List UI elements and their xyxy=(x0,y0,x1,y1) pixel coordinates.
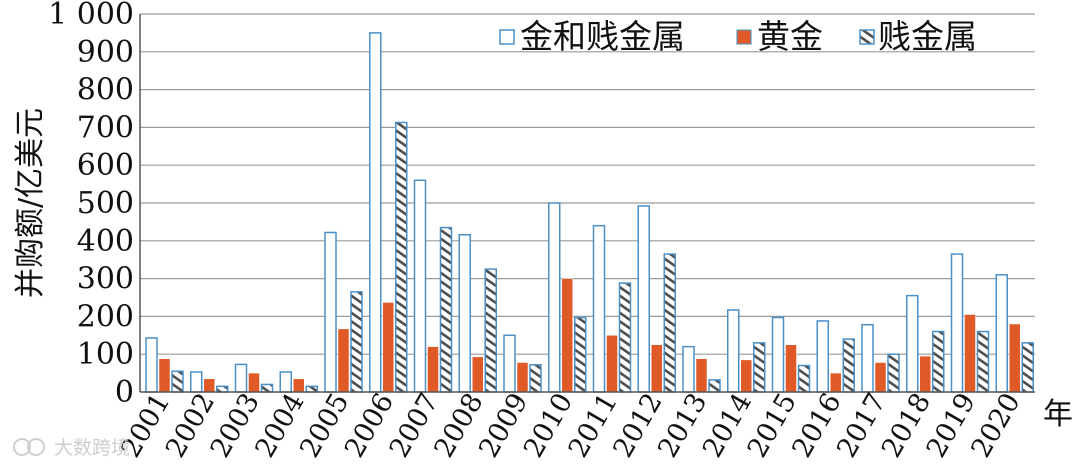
x-axis-unit-label: 年 xyxy=(1043,397,1073,432)
bar-base-metal xyxy=(708,379,721,393)
y-tick-label: 600 xyxy=(77,148,134,183)
bar-gold xyxy=(874,362,887,393)
bar-gold xyxy=(561,278,573,393)
bar-base-metal xyxy=(842,338,855,393)
bar-gold xyxy=(606,335,618,393)
bar-total xyxy=(771,316,785,393)
bar-gold xyxy=(472,356,484,393)
bar-base-metal xyxy=(753,342,766,393)
bar-gold xyxy=(382,302,394,393)
bars xyxy=(145,32,1034,393)
bar-base-metal xyxy=(529,364,542,393)
bar-total xyxy=(548,202,561,393)
bar-gold xyxy=(427,346,439,393)
bar-gold xyxy=(203,378,215,393)
y-tick-label: 0 xyxy=(115,375,134,410)
legend: 金和贱金属 黄金 贱金属 xyxy=(499,17,977,56)
bar-base-metal xyxy=(260,383,274,393)
y-tick-label: 300 xyxy=(77,262,134,297)
bar-base-metal xyxy=(395,121,408,393)
bar-gold xyxy=(830,372,842,393)
y-tick-label: 700 xyxy=(77,110,134,145)
bar-base-metal xyxy=(932,330,945,393)
legend-label-total: 金和贱金属 xyxy=(520,17,685,56)
bar-base-metal xyxy=(305,385,318,393)
y-tick-label: 500 xyxy=(77,186,134,221)
bar-base-metal xyxy=(484,268,497,393)
bar-gold xyxy=(785,344,797,393)
bar-gold xyxy=(651,344,663,393)
bar-gold xyxy=(964,314,976,393)
legend-swatch-gold xyxy=(736,29,752,45)
bar-total xyxy=(637,205,650,393)
bar-total xyxy=(503,334,516,393)
bar-total xyxy=(369,32,382,393)
bar-total xyxy=(682,345,695,393)
y-tick-label: 100 xyxy=(77,337,134,372)
bar-total xyxy=(324,231,337,393)
bar-base-metal xyxy=(663,253,676,393)
bar-total xyxy=(592,224,606,393)
y-tick-label: 1 000 xyxy=(48,0,134,32)
bar-gold xyxy=(695,358,708,393)
gridlines xyxy=(140,13,1035,355)
bar-gold xyxy=(158,358,171,393)
axes xyxy=(139,14,1035,393)
bar-gold xyxy=(293,378,305,393)
y-tick-label: 200 xyxy=(77,299,134,334)
bar-gold xyxy=(919,355,931,393)
bar-total xyxy=(861,323,874,393)
bar-base-metal xyxy=(887,353,900,393)
bar-total xyxy=(458,234,471,393)
bar-gold xyxy=(740,359,752,393)
watermark: 大数跨境 xyxy=(13,437,130,459)
bar-base-metal xyxy=(439,226,453,393)
bar-total xyxy=(145,337,158,393)
bar-base-metal xyxy=(797,364,811,393)
bar-total xyxy=(995,274,1008,393)
legend-label-gold: 黄金 xyxy=(757,17,823,56)
bar-gold xyxy=(516,362,529,393)
bar-total xyxy=(190,371,203,393)
bar-total xyxy=(950,253,964,393)
bar-total xyxy=(727,309,740,393)
bar-total xyxy=(906,294,919,393)
bar-base-metal xyxy=(618,282,632,393)
y-axis-label: 并购额/亿美元 xyxy=(13,108,48,298)
bar-total xyxy=(279,371,292,393)
y-tick-label: 400 xyxy=(77,224,134,259)
x-tick-label: 2020 xyxy=(965,388,1026,463)
bar-base-metal xyxy=(1021,342,1034,393)
bar-total xyxy=(816,320,829,393)
x-tick-labels: 2001200220032004200520062007200820092010… xyxy=(115,388,1026,463)
bar-gold xyxy=(337,328,350,393)
bar-total xyxy=(413,179,427,393)
y-tick-label: 900 xyxy=(77,35,134,70)
bar-base-metal xyxy=(216,385,229,393)
legend-swatch-base xyxy=(859,29,875,45)
logo-icon xyxy=(13,438,45,456)
watermark-text: 大数跨境 xyxy=(54,437,130,459)
bar-base-metal xyxy=(574,316,587,393)
legend-label-base: 贱金属 xyxy=(878,17,977,56)
bar-base-metal xyxy=(976,330,990,393)
bar-gold xyxy=(1009,323,1021,393)
bar-base-metal xyxy=(171,370,184,393)
legend-swatch-total xyxy=(499,29,515,45)
bar-base-metal xyxy=(350,291,363,393)
bar-total xyxy=(234,363,248,393)
bar-gold xyxy=(248,372,260,393)
y-tick-label: 800 xyxy=(77,73,134,108)
